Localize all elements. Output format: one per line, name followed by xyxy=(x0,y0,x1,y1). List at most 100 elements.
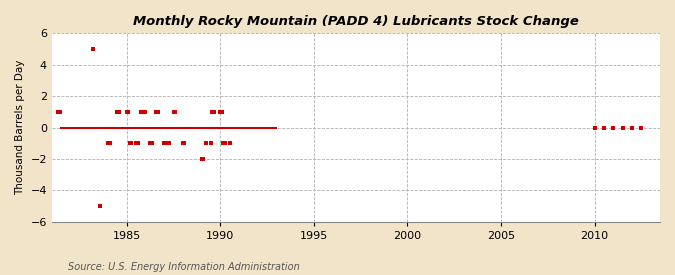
Point xyxy=(179,125,190,130)
Point xyxy=(206,125,217,130)
Point xyxy=(160,141,171,145)
Point xyxy=(70,125,81,130)
Point xyxy=(55,110,65,114)
Point xyxy=(107,125,118,130)
Point xyxy=(168,125,179,130)
Point xyxy=(234,125,244,130)
Point xyxy=(132,141,143,145)
Point xyxy=(143,125,154,130)
Point xyxy=(151,125,162,130)
Point xyxy=(131,125,142,130)
Point xyxy=(209,110,219,114)
Point xyxy=(252,125,263,130)
Point xyxy=(124,125,135,130)
Point xyxy=(104,125,115,130)
Point xyxy=(218,125,229,130)
Point xyxy=(207,125,218,130)
Point xyxy=(257,125,268,130)
Point xyxy=(206,141,217,145)
Point xyxy=(156,125,167,130)
Point xyxy=(636,125,647,130)
Point xyxy=(162,125,173,130)
Point xyxy=(589,125,600,130)
Point xyxy=(137,110,148,114)
Point xyxy=(106,125,117,130)
Point xyxy=(219,141,230,145)
Point xyxy=(148,125,159,130)
Point xyxy=(103,141,113,145)
Point xyxy=(73,125,84,130)
Point xyxy=(115,125,126,130)
Point xyxy=(87,125,98,130)
Point xyxy=(97,125,107,130)
Point xyxy=(267,125,277,130)
Point xyxy=(626,125,637,130)
Point xyxy=(134,125,144,130)
Point xyxy=(92,125,103,130)
Point xyxy=(229,125,240,130)
Point xyxy=(53,110,63,114)
Point xyxy=(263,125,274,130)
Point xyxy=(74,125,85,130)
Point xyxy=(182,125,193,130)
Point xyxy=(82,125,93,130)
Point xyxy=(196,125,207,130)
Point xyxy=(119,125,130,130)
Point xyxy=(251,125,262,130)
Point xyxy=(117,125,128,130)
Point xyxy=(138,125,149,130)
Point xyxy=(98,125,109,130)
Point xyxy=(165,125,176,130)
Point xyxy=(210,125,221,130)
Point xyxy=(193,125,204,130)
Point xyxy=(99,125,110,130)
Point xyxy=(129,125,140,130)
Point xyxy=(109,125,119,130)
Point xyxy=(224,141,235,145)
Point xyxy=(126,125,137,130)
Point xyxy=(144,141,155,145)
Point xyxy=(111,125,122,130)
Point xyxy=(174,125,185,130)
Point xyxy=(248,125,259,130)
Point xyxy=(217,110,227,114)
Point xyxy=(142,125,153,130)
Point xyxy=(235,125,246,130)
Point xyxy=(57,125,68,130)
Point xyxy=(137,125,148,130)
Point xyxy=(163,141,174,145)
Point xyxy=(153,110,163,114)
Point xyxy=(76,125,87,130)
Point xyxy=(123,110,134,114)
Point xyxy=(167,125,178,130)
Point xyxy=(599,125,610,130)
Point xyxy=(168,110,179,114)
Point xyxy=(246,125,257,130)
Point xyxy=(88,125,99,130)
Point xyxy=(201,125,212,130)
Point xyxy=(199,125,210,130)
Point xyxy=(260,125,271,130)
Point xyxy=(176,125,187,130)
Point xyxy=(113,125,124,130)
Point xyxy=(126,141,137,145)
Point xyxy=(95,125,106,130)
Point xyxy=(178,141,188,145)
Point xyxy=(271,125,282,130)
Point xyxy=(230,125,241,130)
Point xyxy=(213,125,224,130)
Point xyxy=(215,110,225,114)
Point xyxy=(232,125,243,130)
Point xyxy=(201,141,212,145)
Point xyxy=(140,125,151,130)
Point xyxy=(237,125,248,130)
Point xyxy=(59,125,70,130)
Point xyxy=(128,125,138,130)
Point xyxy=(185,125,196,130)
Point xyxy=(254,125,265,130)
Point xyxy=(223,125,234,130)
Point xyxy=(194,125,205,130)
Point xyxy=(93,125,104,130)
Point xyxy=(112,110,123,114)
Point xyxy=(255,125,266,130)
